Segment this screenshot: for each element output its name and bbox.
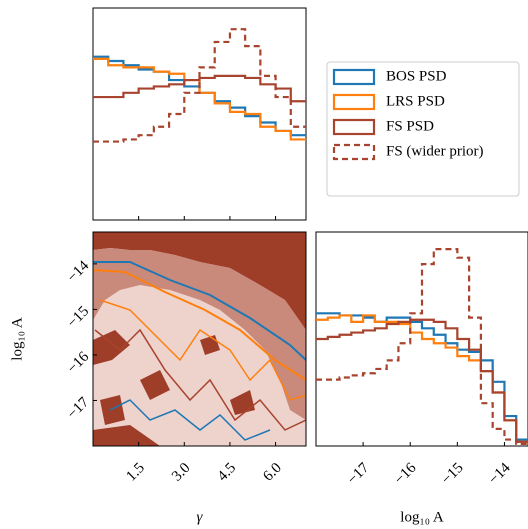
hist-step (316, 318, 528, 443)
x-tick-label: −16 (392, 460, 420, 488)
x-tick-label: −15 (439, 460, 467, 488)
x-tick-label: 3.0 (169, 460, 194, 485)
x-tick-label: −17 (344, 460, 372, 488)
x-tick-label: 4.5 (215, 460, 240, 485)
hist-step (93, 28, 306, 143)
legend-label: BOS PSD (386, 68, 447, 84)
legend-swatch (332, 68, 376, 86)
legend-label: LRS PSD (386, 93, 445, 109)
contour-fill (93, 232, 306, 446)
x-axis-label: γ (197, 509, 204, 525)
y-tick-label: −15 (64, 303, 92, 331)
hist-step (93, 55, 306, 137)
panel-frame (92, 7, 307, 221)
y-axis-label: log₁₀ A (9, 317, 25, 361)
legend-label: FS (wider prior) (386, 143, 484, 159)
x-tick-label: 6.0 (260, 460, 285, 485)
x-axis-label: log₁₀ A (400, 509, 444, 525)
x-tick-label: 1.5 (123, 460, 148, 485)
y-tick-label: −14 (64, 257, 92, 285)
legend-swatch (332, 93, 376, 111)
y-tick-label: −16 (64, 349, 92, 377)
hist-step (93, 74, 306, 103)
hist-step (316, 248, 528, 445)
y-tick-label: −17 (64, 394, 92, 422)
legend-label: FS PSD (386, 118, 434, 134)
legend-swatch (332, 118, 376, 136)
panel-frame (92, 231, 307, 447)
x-tick-label: −14 (486, 460, 514, 488)
legend-swatch (332, 143, 376, 161)
hist-step (93, 57, 306, 141)
